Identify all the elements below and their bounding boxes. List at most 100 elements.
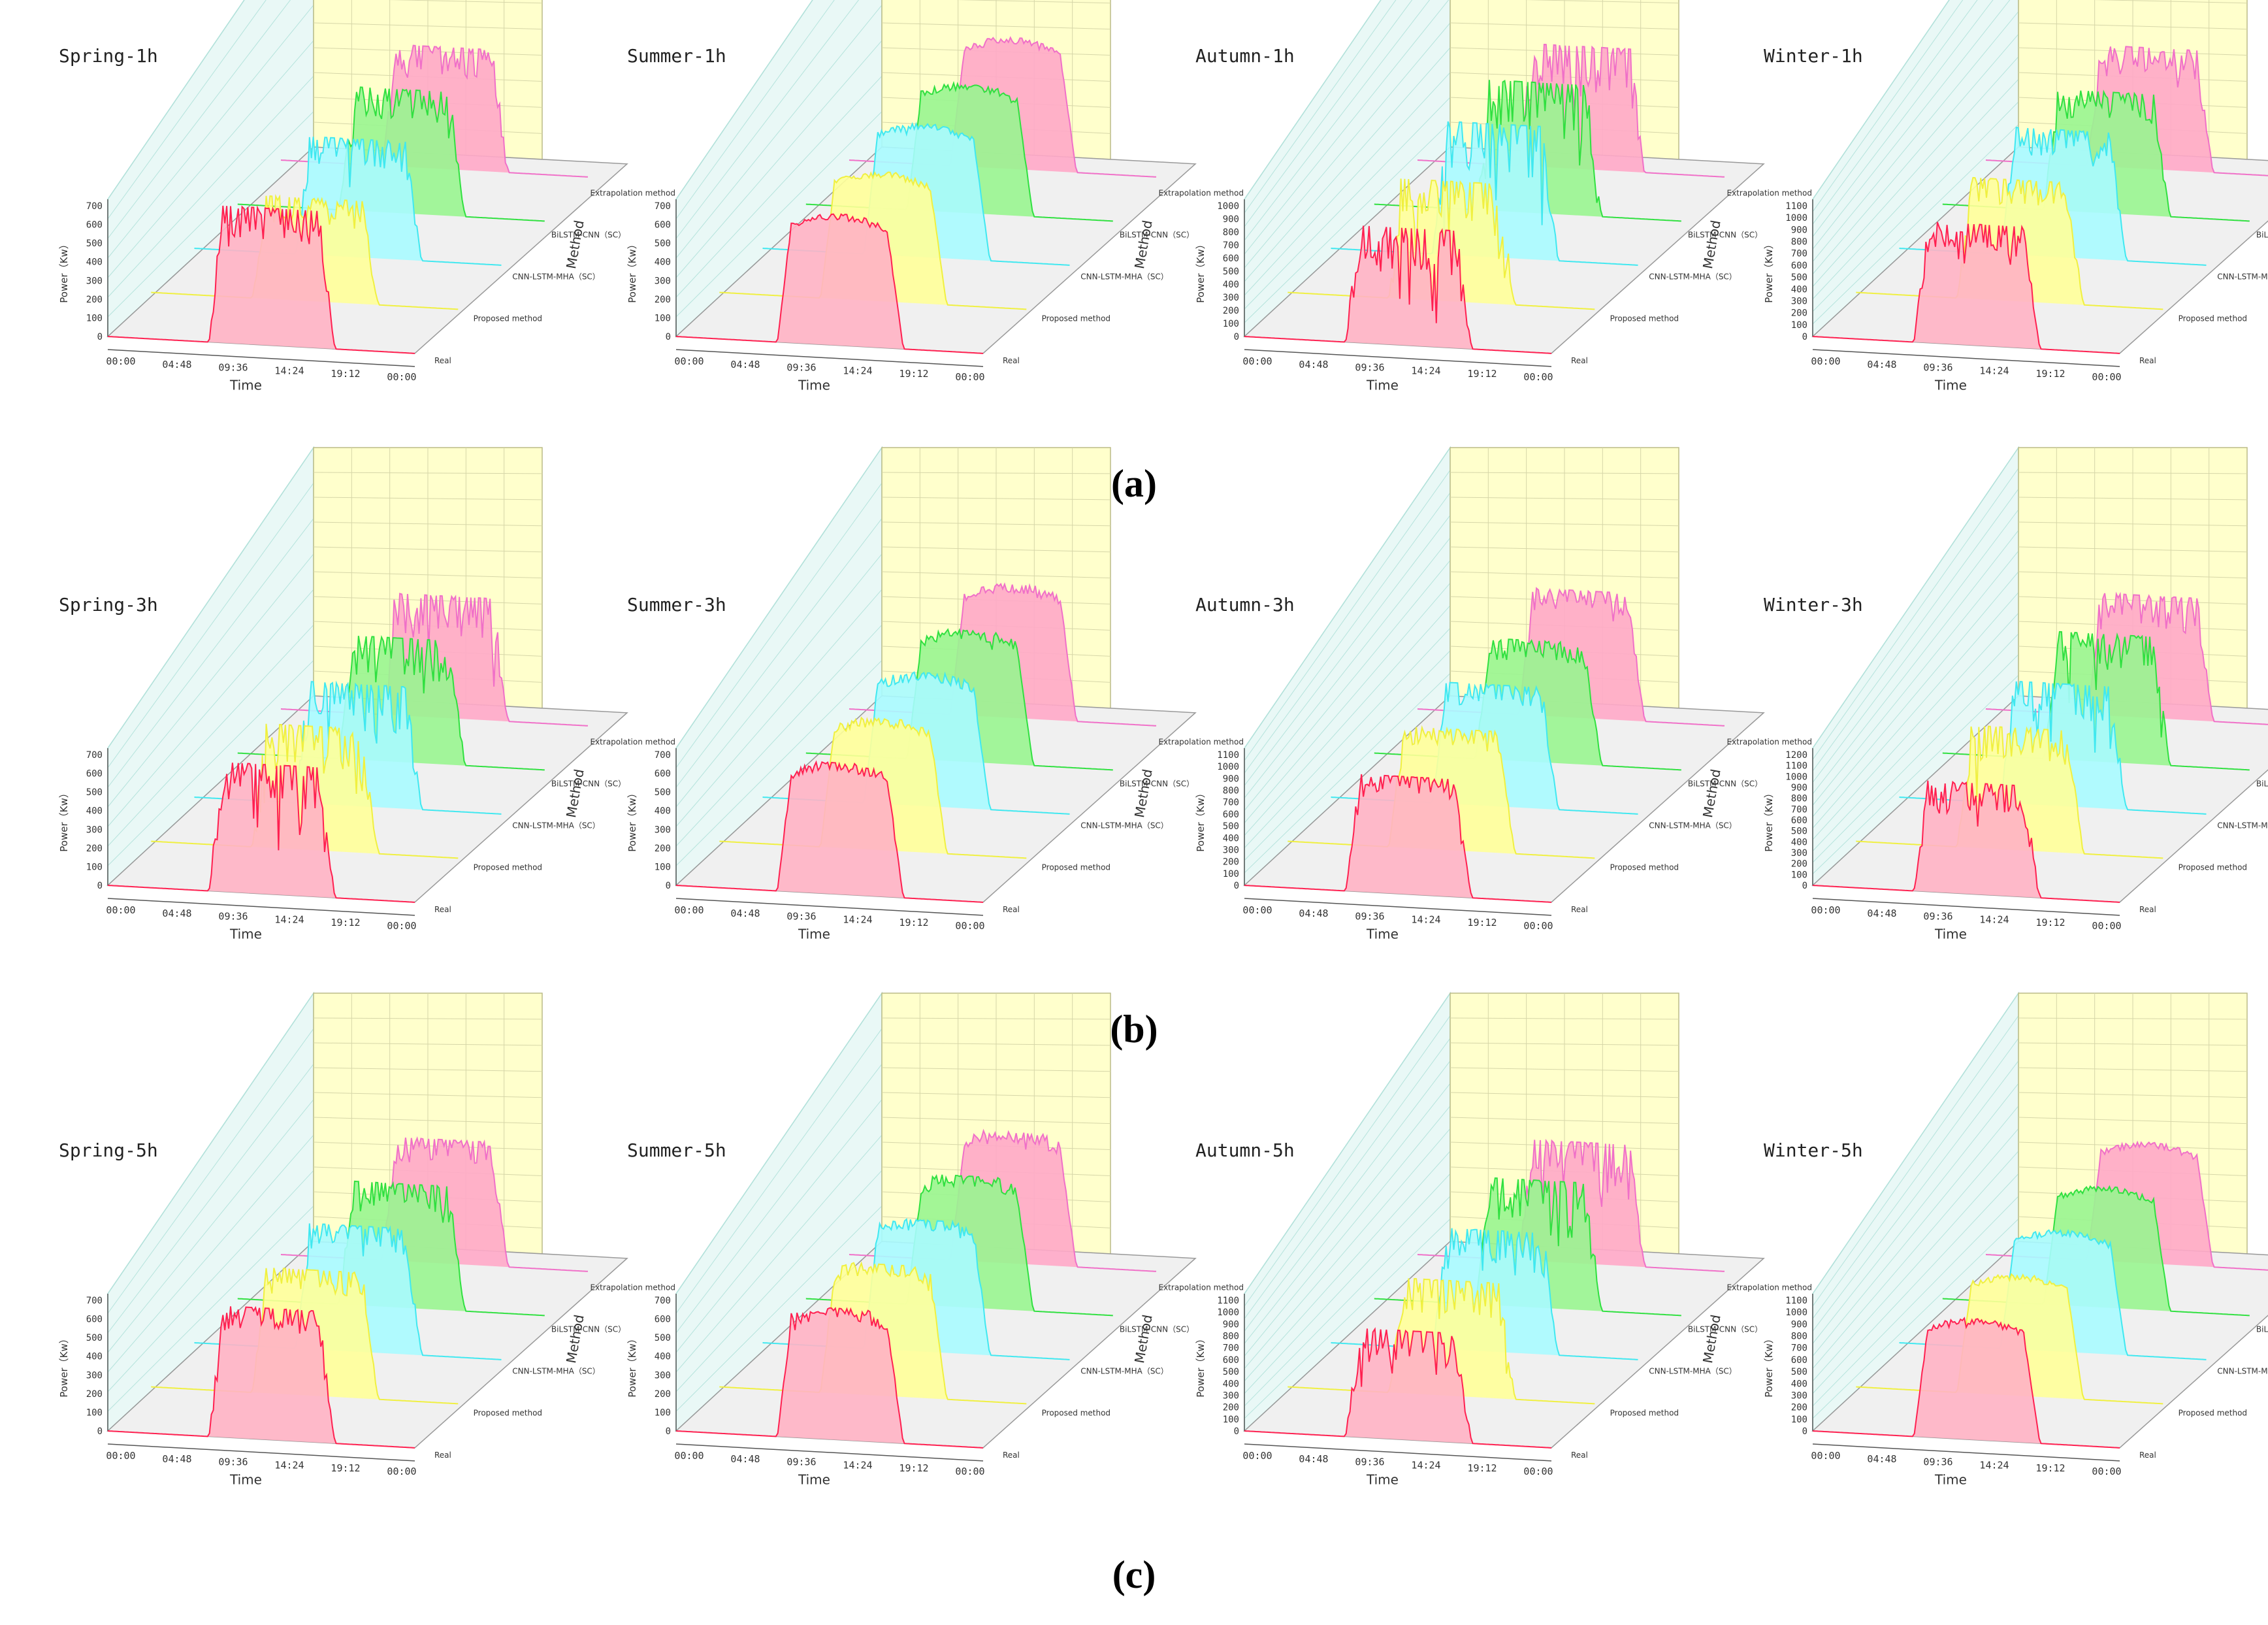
side-gridline (107, 625, 314, 847)
y-tick-label: 200 (86, 295, 103, 305)
x-tick-label: 00:00 (674, 1450, 704, 1462)
x-tick-label: 04:48 (1299, 359, 1328, 370)
x-tick-label: 04:48 (730, 908, 760, 919)
y-tick-label: 700 (1791, 804, 1807, 815)
method-label: Real (1003, 905, 1020, 914)
x-tick-label: 14:24 (1979, 913, 2009, 925)
side-gridline (1812, 592, 2019, 829)
y-tick-label: 700 (1223, 1343, 1239, 1354)
x-tick-label: 04:48 (1299, 1453, 1328, 1465)
series-line-proposed-method (1856, 725, 2163, 859)
y-tick-label: 600 (86, 220, 103, 231)
method-label: CNN-LSTM-MHA（SC） (512, 1367, 600, 1376)
x-tick-label: 19:12 (2035, 917, 2065, 928)
y-tick-label: 200 (1223, 857, 1239, 868)
y-tick-label: 1000 (1217, 1307, 1239, 1318)
z-axis-title: Method (1700, 219, 1724, 270)
side-gridline (1244, 1015, 1451, 1307)
x-axis-title: Time (1934, 1472, 1967, 1488)
z-axis-title: Method (563, 219, 587, 270)
side-gridline (1244, 537, 1451, 798)
y-tick-label: 400 (655, 1352, 671, 1362)
side-gridline (1244, 0, 1413, 227)
series-line-proposed-method (1856, 176, 2163, 310)
y-tick-label: 400 (1223, 280, 1239, 290)
y-tick-label: 0 (666, 332, 671, 342)
y-tick-label: 800 (1791, 237, 1807, 248)
method-label: BiLSTM-CNN（SC） (2256, 1324, 2268, 1334)
side-gridline (1244, 72, 1451, 296)
series-area-real (108, 763, 415, 902)
side-gridline (1812, 551, 2019, 806)
method-label: Extrapolation method (591, 1283, 675, 1292)
y-tick-label: 800 (1791, 794, 1807, 804)
series-line-proposed-method (151, 723, 459, 859)
series-line-real (107, 763, 415, 903)
x-axis-title: Time (1366, 927, 1399, 942)
method-label: Extrapolation method (591, 188, 675, 197)
method-label: Real (2139, 905, 2156, 914)
series-area-real (1813, 1318, 2120, 1448)
y-tick-label: 600 (1223, 254, 1239, 264)
y-tick-label: 1100 (1217, 750, 1239, 761)
y-tick-label: 800 (1223, 786, 1239, 796)
y-tick-label: 500 (86, 1333, 103, 1343)
side-gridline (107, 5, 314, 259)
method-label: Proposed method (2179, 1409, 2247, 1418)
side-gridline (1812, 79, 2019, 300)
y-tick-label: 400 (655, 257, 671, 268)
y-tick-label: 100 (86, 1407, 103, 1418)
side-gridline (1244, 1083, 1451, 1344)
side-gridline (107, 1099, 314, 1353)
y-tick-label: 800 (1791, 1332, 1807, 1342)
side-gridline (675, 1028, 883, 1314)
method-label: BiLSTM-CNN（SC） (551, 1324, 626, 1334)
side-gridline (1812, 1174, 2019, 1394)
x-axis (1812, 349, 2120, 367)
series-line-real (675, 1307, 984, 1449)
y-axis-title: Power（Kw） (1195, 239, 1207, 303)
side-gridline (1244, 1060, 1451, 1332)
y-tick-label: 1000 (1217, 201, 1239, 212)
y-tick-label: 900 (1791, 225, 1807, 235)
method-label: CNN-LSTM-MHA（SC） (2217, 272, 2268, 282)
y-tick-label: 200 (655, 295, 671, 305)
series-area-cnn-lstm-mha-sc (194, 681, 502, 814)
row-label: (a) (1111, 462, 1157, 505)
y-axis-title: Power（Kw） (1195, 1334, 1207, 1397)
x-tick-label: 00:00 (955, 371, 984, 383)
side-gridline (675, 5, 883, 259)
x-tick-label: 04:48 (1867, 359, 1896, 370)
side-gridline (1812, 1151, 2019, 1381)
side-gridline (1244, 1106, 1451, 1356)
method-label: BiLSTM-CNN（SC） (1120, 1324, 1194, 1334)
x-axis (675, 898, 984, 916)
y-tick-label: 0 (666, 1426, 671, 1437)
x-tick-label: 09:36 (218, 362, 248, 374)
y-tick-label: 0 (1802, 1426, 1807, 1437)
method-label: BiLSTM-CNN（SC） (1688, 230, 1762, 239)
side-gridline (1244, 1151, 1451, 1381)
x-axis (107, 898, 415, 916)
side-gridline (1244, 605, 1451, 836)
y-tick-label: 500 (1223, 821, 1239, 832)
y-tick-label: 500 (1223, 267, 1239, 277)
x-tick-label: 19:12 (899, 917, 928, 928)
x-tick-label: 04:48 (730, 1453, 760, 1465)
side-gridline (1812, 489, 2019, 772)
y-tick-label: 200 (1223, 306, 1239, 316)
x-axis (675, 1443, 984, 1462)
y-tick-label: 0 (1234, 881, 1239, 891)
side-gridline (1244, 673, 1451, 874)
series-area-real (676, 762, 983, 902)
series-line-proposed-method (1856, 1273, 2163, 1405)
x-tick-label: 00:00 (674, 355, 704, 367)
side-gridline (1244, 97, 1451, 310)
x-axis-title: Time (798, 1472, 830, 1488)
side-gridline (1244, 0, 1397, 214)
side-gridline (107, 111, 314, 318)
y-tick-label: 700 (1791, 249, 1807, 259)
chart-title: Summer-3h (627, 594, 726, 616)
